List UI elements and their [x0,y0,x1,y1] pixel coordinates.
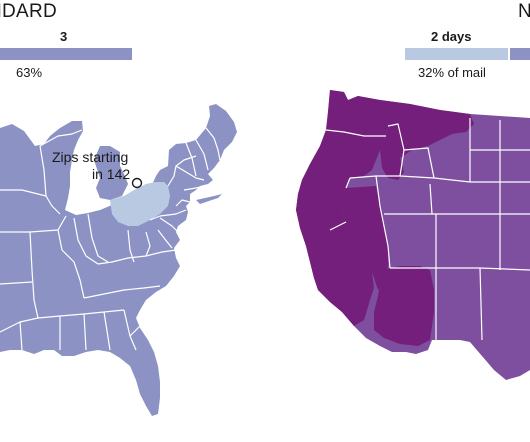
lake-michigan [70,148,90,206]
region-nevada [342,186,388,290]
left-legend-category: 3 [60,29,68,44]
region-arizona [374,266,434,346]
region-washington-oregon-california [296,90,388,326]
left-map-title: NDARD [0,1,58,22]
right-legend-bar-two-days [405,48,508,60]
western-state-borders [325,118,530,341]
right-legend-category: 2 days [431,29,472,44]
michigan-lower-peninsula [94,146,128,200]
left-legend-share: 63% [16,65,43,80]
annotation-line-1: Zips starting [52,149,128,165]
annotation-marker [131,177,143,189]
eastern-us-map: Zips starting in 142 [0,104,237,416]
left-legend-bar [0,48,132,60]
right-legend-share: 32% of mail [418,65,486,80]
region-idaho-montana [380,100,474,180]
eastern-state-borders [0,127,221,351]
long-island [196,194,222,204]
annotation-zips-142: Zips starting in 142 [52,149,143,189]
right-map-title: N [518,1,530,22]
region-zips-142 [110,182,170,226]
right-legend-bar-next [510,48,530,60]
western-us-map [296,90,530,380]
annotation-line-2: in 142 [92,166,130,182]
